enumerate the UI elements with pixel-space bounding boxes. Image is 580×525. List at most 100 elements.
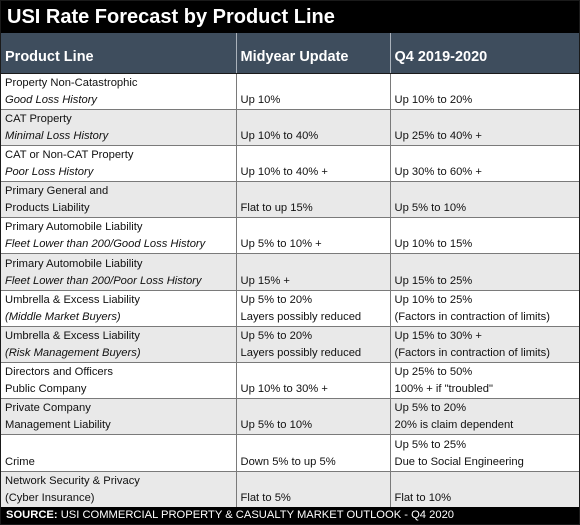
cell-text-line: Crime <box>5 455 35 468</box>
cell-text-line: Flat to 5% <box>240 492 291 505</box>
cell-text-line: Up 10% to 30% + <box>240 383 328 396</box>
cell-text-line: Up 5% to 20% <box>394 402 467 415</box>
midyear-update-cell: Up 5% to 20% Layers possibly reduced <box>236 326 391 364</box>
cell-text-line: Primary Automobile Liability <box>5 257 143 270</box>
cell-text-line: Directors and Officers <box>5 366 113 379</box>
cell-text-line: (Cyber Insurance) <box>5 492 95 505</box>
table-row: Primary General and Products Liability Fla… <box>1 181 579 219</box>
product-line-cell: CAT or Non-CAT Property Poor Loss History <box>1 145 237 183</box>
cell-text-line: Good Loss History <box>5 93 98 106</box>
q4-forecast-cell: Up 30% to 60% + <box>390 145 579 183</box>
column-header-q4-2019-2020: Q4 2019-2020 <box>390 33 579 74</box>
column-header-midyear-update: Midyear Update <box>236 33 391 74</box>
cell-text-line: Poor Loss History <box>5 166 94 179</box>
cell-text-line: Management Liability <box>5 419 111 432</box>
midyear-update-cell: Up 10% to 30% + <box>236 362 391 400</box>
cell-text-line: Up 15% to 30% + <box>394 330 482 342</box>
cell-text-line: (Factors in contraction of limits) <box>394 310 550 323</box>
midyear-update-cell: Flat to up 15% <box>236 181 391 219</box>
cell-text-line: Due to Social Engineering <box>394 455 524 468</box>
q4-forecast-cell: Up 25% to 50% 100% + if "troubled" <box>390 362 579 400</box>
q4-forecast-cell: Up 25% to 40% + <box>390 109 579 146</box>
cell-text-line: Up 25% to 50% <box>394 366 473 379</box>
table-header-row: Product Line Midyear Update Q4 2019-2020 <box>1 33 579 74</box>
product-line-cell: Directors and Officers Public Company <box>1 362 237 400</box>
midyear-update-cell: Up 5% to 20% Layers possibly reduced <box>236 290 391 327</box>
source-text: USI COMMERCIAL PROPERTY & CASUALTY MARKE… <box>57 509 455 521</box>
midyear-update-cell: Up 10% to 40% + <box>236 145 391 183</box>
q4-forecast-cell: Up 5% to 10% <box>390 181 579 219</box>
cell-text-line: Flat to up 15% <box>240 202 313 215</box>
product-line-cell: Crime <box>1 434 237 472</box>
table-row: Property Non-Catastrophic Good Loss Histo… <box>1 73 579 110</box>
cell-text-line: Primary General and <box>5 185 109 198</box>
cell-text-line: Private Company <box>5 402 91 415</box>
cell-text-line: Up 5% to 10% <box>394 202 467 215</box>
midyear-update-cell: Up 10% to 40% <box>236 109 391 146</box>
cell-text-line: Up 15% to 25% <box>394 274 473 287</box>
q4-forecast-cell: Up 15% to 30% + (Factors in contraction o… <box>390 326 579 364</box>
q4-forecast-cell: Up 10% to 20% <box>390 73 579 110</box>
q4-forecast-cell: Up 10% to 15% <box>390 217 579 255</box>
midyear-update-cell: Up 10% <box>236 73 391 110</box>
midyear-update-cell: Up 5% to 10% + <box>236 217 391 255</box>
product-line-cell: Property Non-Catastrophic Good Loss Histo… <box>1 73 237 110</box>
cell-text-line: Up 10% to 15% <box>394 238 473 251</box>
product-line-cell: Umbrella & Excess Liability (Risk Managem… <box>1 326 237 364</box>
cell-text-line: CAT Property <box>5 112 72 125</box>
cell-text-line: Up 5% to 10% <box>240 419 313 432</box>
q4-forecast-cell: Up 15% to 25% <box>390 253 579 291</box>
q4-forecast-cell: Up 5% to 20% 20% is claim dependent <box>390 398 579 436</box>
cell-text-line: Primary Automobile Liability <box>5 221 143 234</box>
table-row: Primary Automobile Liability Fleet Lower … <box>1 253 579 291</box>
cell-text-line: Umbrella & Excess Liability <box>5 330 140 342</box>
page-title: USI Rate Forecast by Product Line <box>1 1 579 33</box>
cell-text-line: 100% + if "troubled" <box>394 383 493 396</box>
cell-text-line: Up 10% to 40% <box>240 129 319 142</box>
cell-text-line: Flat to 10% <box>394 492 452 505</box>
table-body: Property Non-Catastrophic Good Loss Histo… <box>1 73 579 508</box>
cell-text-line: CAT or Non-CAT Property <box>5 149 134 162</box>
cell-text-line: Up 10% <box>240 93 281 106</box>
table-row: Network Security & Privacy (Cyber Insuran… <box>1 471 579 508</box>
cell-text-line: Umbrella & Excess Liability <box>5 293 140 306</box>
cell-text-line: Up 5% to 20% <box>240 330 313 342</box>
cell-text-line: Up 5% to 20% <box>240 293 313 306</box>
q4-forecast-cell: Up 5% to 25% Due to Social Engineering <box>390 434 579 472</box>
forecast-table: Product Line Midyear Update Q4 2019-2020… <box>1 33 579 508</box>
cell-text-line: 20% is claim dependent <box>394 419 514 432</box>
cell-text-line: Up 15% + <box>240 274 290 287</box>
cell-text-line: (Risk Management Buyers) <box>5 347 141 359</box>
midyear-update-cell: Down 5% to up 5% <box>236 434 391 472</box>
table-row: Directors and Officers Public Company Up 1… <box>1 362 579 400</box>
cell-text-line: Products Liability <box>5 202 90 215</box>
source-label: SOURCE: <box>6 509 58 521</box>
cell-text-line: (Factors in contraction of limits) <box>394 347 550 359</box>
q4-forecast-cell: Up 10% to 25% (Factors in contraction of … <box>390 290 579 327</box>
table-row: Private Company Management Liability Up 5%… <box>1 398 579 436</box>
product-line-cell: Primary Automobile Liability Fleet Lower … <box>1 217 237 255</box>
product-line-cell: Primary General and Products Liability <box>1 181 237 219</box>
midyear-update-cell: Up 15% + <box>236 253 391 291</box>
cell-text-line: Up 5% to 10% + <box>240 238 322 251</box>
product-line-cell: Network Security & Privacy (Cyber Insuran… <box>1 471 237 508</box>
product-line-cell: Private Company Management Liability <box>1 398 237 436</box>
cell-text-line: Up 5% to 25% <box>394 438 467 451</box>
cell-text-line: Minimal Loss History <box>5 129 109 142</box>
table-row: CAT or Non-CAT Property Poor Loss History… <box>1 145 579 183</box>
product-line-cell: Umbrella & Excess Liability (Middle Marke… <box>1 290 237 327</box>
cell-text-line: Up 25% to 40% + <box>394 129 482 142</box>
cell-text-line: Up 30% to 60% + <box>394 166 482 179</box>
product-line-cell: CAT Property Minimal Loss History <box>1 109 237 146</box>
cell-text-line: Layers possibly reduced <box>240 347 362 359</box>
cell-text-line: Property Non-Catastrophic <box>5 76 138 89</box>
source-footer: SOURCE: USI COMMERCIAL PROPERTY & CASUAL… <box>1 507 579 524</box>
cell-text-line: Up 10% to 40% + <box>240 166 328 179</box>
cell-text-line: Public Company <box>5 383 87 396</box>
table-row: CAT Property Minimal Loss History Up 10% t… <box>1 109 579 146</box>
cell-text-line: Network Security & Privacy <box>5 475 140 488</box>
cell-text-line: Up 10% to 20% <box>394 93 473 106</box>
midyear-update-cell: Flat to 5% <box>236 471 391 508</box>
cell-text-line: Up 10% to 25% <box>394 293 473 306</box>
